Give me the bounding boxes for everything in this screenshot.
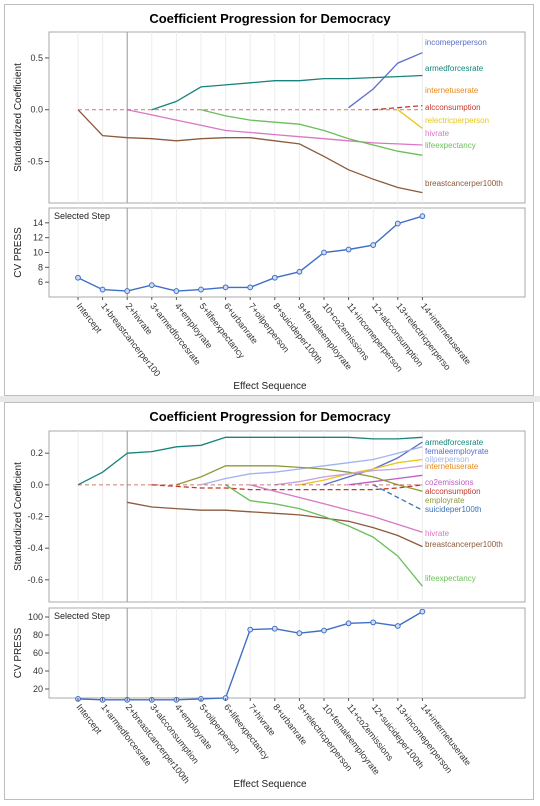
chart-panel-1: Coefficient Progression for Democracy -0.… [4,4,534,396]
series-line-armedforcesrate [77,436,423,486]
coef-ytick-label: -0.6 [27,575,43,585]
series-line-employrate [176,465,423,492]
press-ytick-label: 12 [33,233,43,243]
coef-y-axis-label: Standardized Coefficient [13,462,24,571]
chart-title: Coefficient Progression for Democracy [149,11,391,26]
press-plot-frame [48,607,526,699]
legend-label-armedforcesrate: armedforcesrate [425,438,484,447]
legend-label-armedforcesrate: armedforcesrate [425,64,484,73]
press-point [99,286,106,293]
x-axis-label: Effect Sequence [233,779,307,790]
coef-ytick-label: 0.0 [30,105,43,115]
press-ytick-label: 6 [38,277,43,287]
legend-label-co2emissions: co2emissions [425,478,473,487]
legend-label-internetuserate: internetuserate [425,86,479,95]
press-point [419,213,426,220]
press-point [247,626,254,633]
legend-label-femaleemployrate: femaleemployrate [425,447,489,456]
series-line-alcconsumption [151,484,423,491]
press-point [124,288,131,294]
series-line-breastcancerper100th [127,501,423,548]
legend-label-internetuserate: internetuserate [425,462,479,471]
legend-label-suicideper100th: suicideper100th [425,505,481,514]
legend-label-relectricperperson: relectricperperson [425,116,489,125]
chart-svg-1: Coefficient Progression for Democracy -0.… [13,11,526,392]
press-point [345,246,352,253]
series-line-incomeperperson [348,52,423,109]
chart-svg-2: Coefficient Progression for Democracy -0.… [13,409,526,790]
press-y-axis-label: CV PRESS [13,627,24,678]
press-point [419,608,426,615]
series-line-alcconsumption [373,104,423,111]
press-ytick-label: 80 [33,630,43,640]
legend-label-employrate: employrate [425,496,465,505]
coef-ytick-label: -0.5 [27,157,43,167]
press-y-axis-label: CV PRESS [13,227,24,278]
series-line-relectricperperson [299,458,423,486]
press-point [394,623,401,629]
panel-separator [0,396,540,402]
coef-plot-frame [48,430,526,603]
press-point [370,619,377,626]
series-line-breastcancerper100th [77,109,423,194]
press-point [222,284,229,291]
coef-ytick-label: 0.5 [30,53,43,63]
series-line-suicideper100th [372,484,423,511]
legend-label-hivrate: hivrate [425,529,450,538]
press-point [370,242,377,248]
press-point [345,620,352,627]
series-line-oilperperson [200,446,423,486]
legend-label-breastcancerper100th: breastcancerper100th [425,179,503,188]
press-ytick-label: 8 [38,262,43,272]
press-point [271,274,278,281]
legend-label-alcconsumption: alcconsumption [425,103,481,112]
press-plot-frame [48,207,526,298]
coef-ytick-label: -0.4 [27,543,43,553]
chart-panel-2: Coefficient Progression for Democracy -0.… [4,402,534,800]
press-point [394,220,401,227]
chart-title: Coefficient Progression for Democracy [149,409,391,424]
legend-label-oilperperson: oilperperson [425,455,469,464]
legend-label-hivrate: hivrate [425,129,450,138]
press-point [321,627,327,634]
coef-y-axis-label: Standardized Coefficient [13,63,24,172]
press-ytick-label: 40 [33,666,43,676]
series-line-hivrate [250,484,423,533]
press-point [247,284,254,291]
press-ytick-label: 60 [33,648,43,658]
press-point [321,249,327,256]
x-axis-label: Effect Sequence [233,381,307,392]
selected-step-label: Selected Step [54,611,110,621]
series-line-urbanrate [274,465,423,486]
press-point [198,286,204,293]
press-point [173,288,180,294]
press-ytick-label: 100 [28,612,43,622]
legend-label-lifeexpectancy: lifeexpectancy [425,574,476,583]
series-line-armedforcesrate [151,74,423,111]
legend-label-breastcancerper100th: breastcancerper100th [425,540,503,549]
selected-step-label: Selected Step [54,211,110,221]
press-point [271,625,278,632]
press-point [296,630,303,637]
coef-ytick-label: -0.2 [27,512,43,522]
coef-plot-frame [48,31,526,204]
press-ytick-label: 14 [33,218,43,228]
legend-label-alcconsumption: alcconsumption [425,487,481,496]
series-line-hivrate [127,109,423,146]
coef-ytick-label: 0.0 [30,480,43,490]
series-line-lifeexpectancy [225,484,423,587]
coef-ytick-label: 0.2 [30,448,43,458]
series-line-lifeexpectancy [200,109,423,156]
press-ytick-label: 20 [33,684,43,694]
press-ytick-label: 10 [33,248,43,258]
press-point [296,268,303,275]
series-line-relectricperperson [397,109,423,129]
press-point [75,274,81,281]
legend-label-lifeexpectancy: lifeexpectancy [425,141,476,150]
legend-label-incomeperperson: incomeperperson [425,38,487,47]
series-line-co2emissions [348,474,423,486]
press-point [148,282,155,289]
